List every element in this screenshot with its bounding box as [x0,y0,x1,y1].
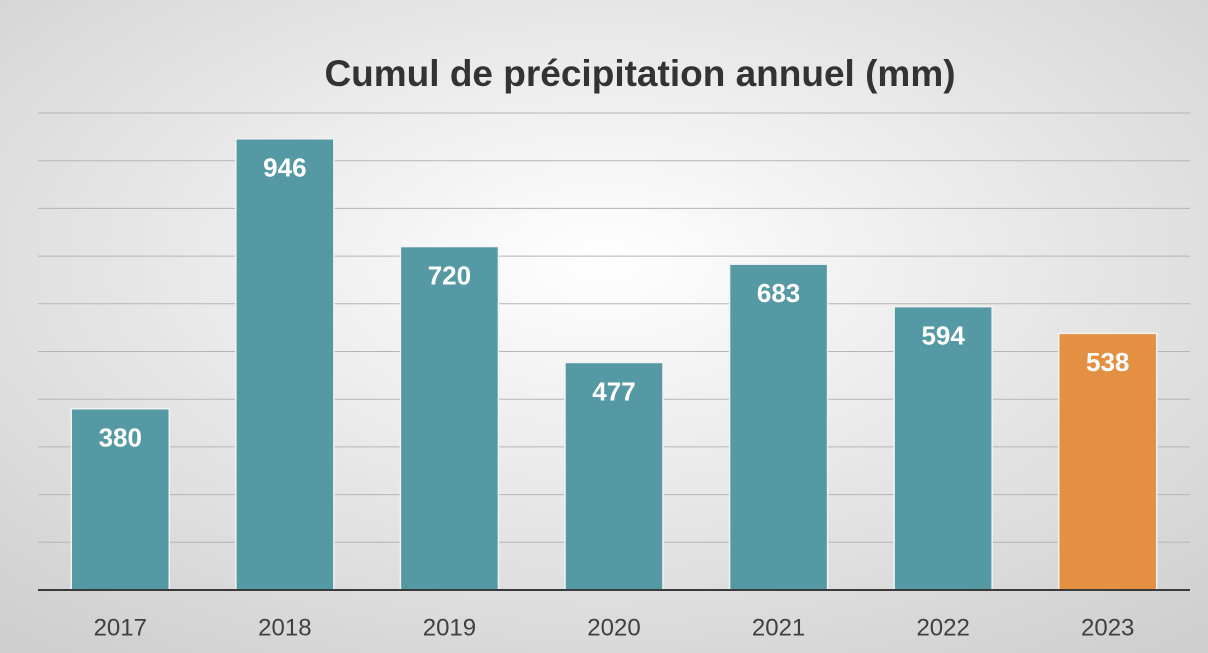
bar [893,305,993,591]
x-tick-label: 2019 [423,614,476,641]
x-tick-label: 2022 [916,614,969,641]
data-label: 380 [99,423,142,453]
data-label: 946 [263,153,306,183]
x-tick-label: 2023 [1081,614,1134,641]
x-tick-label: 2021 [752,614,805,641]
x-tick-label: 2020 [587,614,640,641]
data-label: 594 [921,321,965,351]
data-label: 720 [428,260,471,290]
bar [399,245,500,591]
chart-title: Cumul de précipitation annuel (mm) [324,53,955,94]
bar [1057,332,1158,591]
data-label: 683 [757,278,800,308]
bar [235,138,335,591]
data-label: 538 [1086,347,1129,377]
bar [70,407,171,591]
bar [564,361,664,591]
data-label: 477 [592,376,635,406]
x-tick-label: 2018 [258,614,311,641]
x-tick-label: 2017 [94,614,147,641]
bar [728,263,829,591]
